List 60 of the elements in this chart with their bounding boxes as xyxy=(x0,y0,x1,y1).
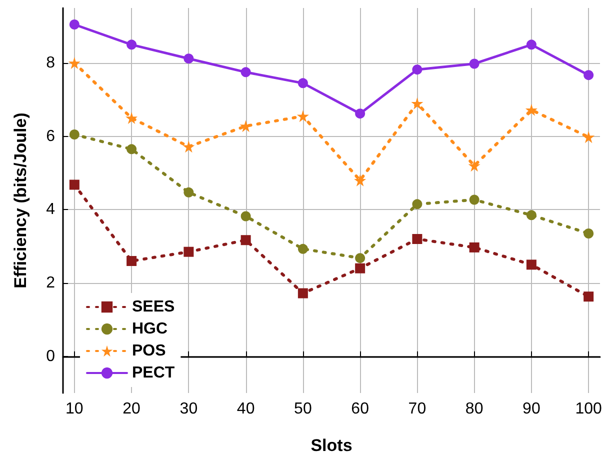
point xyxy=(354,174,366,186)
point xyxy=(298,78,308,88)
point xyxy=(184,54,194,64)
legend-label: HGC xyxy=(132,320,168,338)
point xyxy=(355,253,366,264)
y-tick-label: 2 xyxy=(46,274,56,292)
point xyxy=(298,288,308,298)
point xyxy=(584,70,594,80)
point xyxy=(469,58,480,69)
point xyxy=(468,160,480,172)
y-tick-label: 0 xyxy=(46,348,56,365)
x-tick-label: 10 xyxy=(66,400,84,418)
point xyxy=(355,108,366,119)
point xyxy=(240,67,251,78)
x-tick-label: 40 xyxy=(236,400,255,418)
point xyxy=(126,256,137,266)
y-tick-label: 4 xyxy=(46,201,56,218)
y-tick-label: 6 xyxy=(46,128,56,145)
legend-label: SEES xyxy=(132,298,176,316)
point xyxy=(584,292,594,302)
point xyxy=(411,97,424,110)
point xyxy=(184,187,194,198)
point xyxy=(126,144,137,154)
x-tick-label: 80 xyxy=(465,400,484,418)
point xyxy=(184,246,194,257)
point xyxy=(526,40,536,50)
point xyxy=(240,211,251,222)
point xyxy=(469,194,480,205)
point xyxy=(69,20,80,30)
y-axis-title: Efficiency (bits/Joule) xyxy=(11,112,30,288)
point xyxy=(68,57,80,69)
point xyxy=(412,64,422,75)
point xyxy=(126,112,138,124)
point xyxy=(582,131,595,144)
point xyxy=(355,263,366,274)
x-axis-title: Slots xyxy=(310,436,352,455)
point xyxy=(412,234,422,244)
x-tick-label: 60 xyxy=(351,400,370,418)
point xyxy=(526,210,536,220)
point xyxy=(69,130,80,140)
point xyxy=(584,228,594,238)
point xyxy=(525,104,538,116)
point xyxy=(298,244,308,254)
point xyxy=(296,110,309,122)
point xyxy=(126,40,137,50)
x-tick-label: 30 xyxy=(180,400,198,418)
x-tick-label: 90 xyxy=(522,400,540,418)
legend-label: POS xyxy=(132,342,166,360)
point xyxy=(526,260,536,270)
x-tick-label: 20 xyxy=(122,400,141,418)
point xyxy=(240,235,251,246)
y-tick-label: 8 xyxy=(46,54,56,72)
point xyxy=(182,140,195,153)
point xyxy=(469,242,480,252)
legend-label: PECT xyxy=(132,364,175,382)
x-tick-label: 70 xyxy=(408,400,426,418)
x-tick-label: 50 xyxy=(294,400,312,418)
point xyxy=(69,180,80,190)
x-tick-label: 100 xyxy=(575,400,602,418)
point xyxy=(412,199,422,210)
